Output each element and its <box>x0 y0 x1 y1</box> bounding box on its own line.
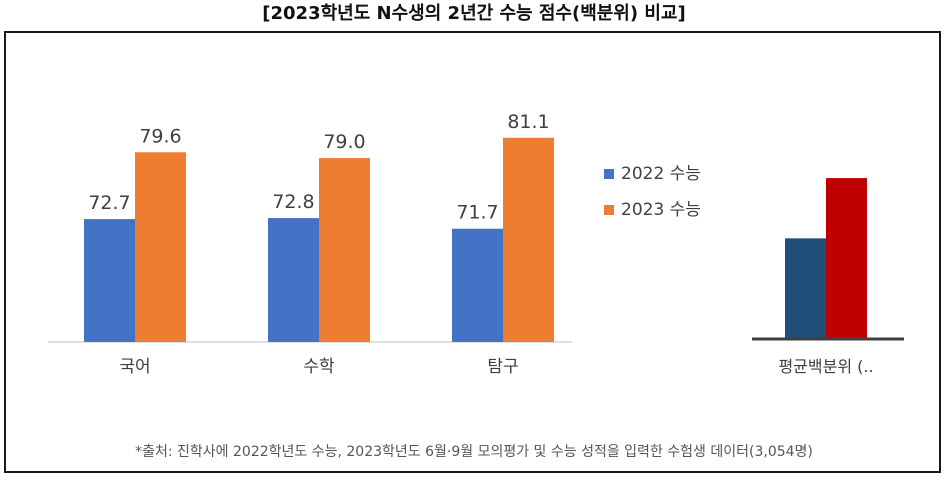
legend-swatch <box>604 205 614 215</box>
category-label: 수학 <box>303 357 335 377</box>
category-label: 국어 <box>119 357 150 377</box>
avg-bar-0 <box>785 238 826 338</box>
bar-2022-1 <box>268 218 319 342</box>
avg-bar-1 <box>826 178 867 338</box>
avg-category-label: 평균백분위 (.. <box>778 357 873 376</box>
chart-frame <box>4 31 941 473</box>
data-label: 71.7 <box>456 202 498 224</box>
bar-2023-2 <box>503 137 554 342</box>
data-label: 72.8 <box>272 191 314 213</box>
bar-2022-0 <box>84 219 135 342</box>
data-label: 72.7 <box>88 192 130 214</box>
bar-2022-2 <box>452 228 503 342</box>
data-label: 79.6 <box>139 125 181 147</box>
bar-2023-0 <box>135 152 186 342</box>
legend-swatch <box>604 169 614 179</box>
data-label: 81.1 <box>507 111 549 133</box>
bar-2023-1 <box>319 158 370 342</box>
chart-title: [2023학년도 N수생의 2년간 수능 점수(백분위) 비교] <box>262 3 686 24</box>
legend-label: 2022 수능 <box>621 164 701 184</box>
data-label: 79.0 <box>323 131 365 153</box>
category-label: 탐구 <box>487 357 518 377</box>
source-footnote: *출처: 진학사에 2022학년도 수능, 2023학년도 6월·9월 모의평가… <box>135 444 813 460</box>
legend-label: 2023 수능 <box>621 200 701 220</box>
